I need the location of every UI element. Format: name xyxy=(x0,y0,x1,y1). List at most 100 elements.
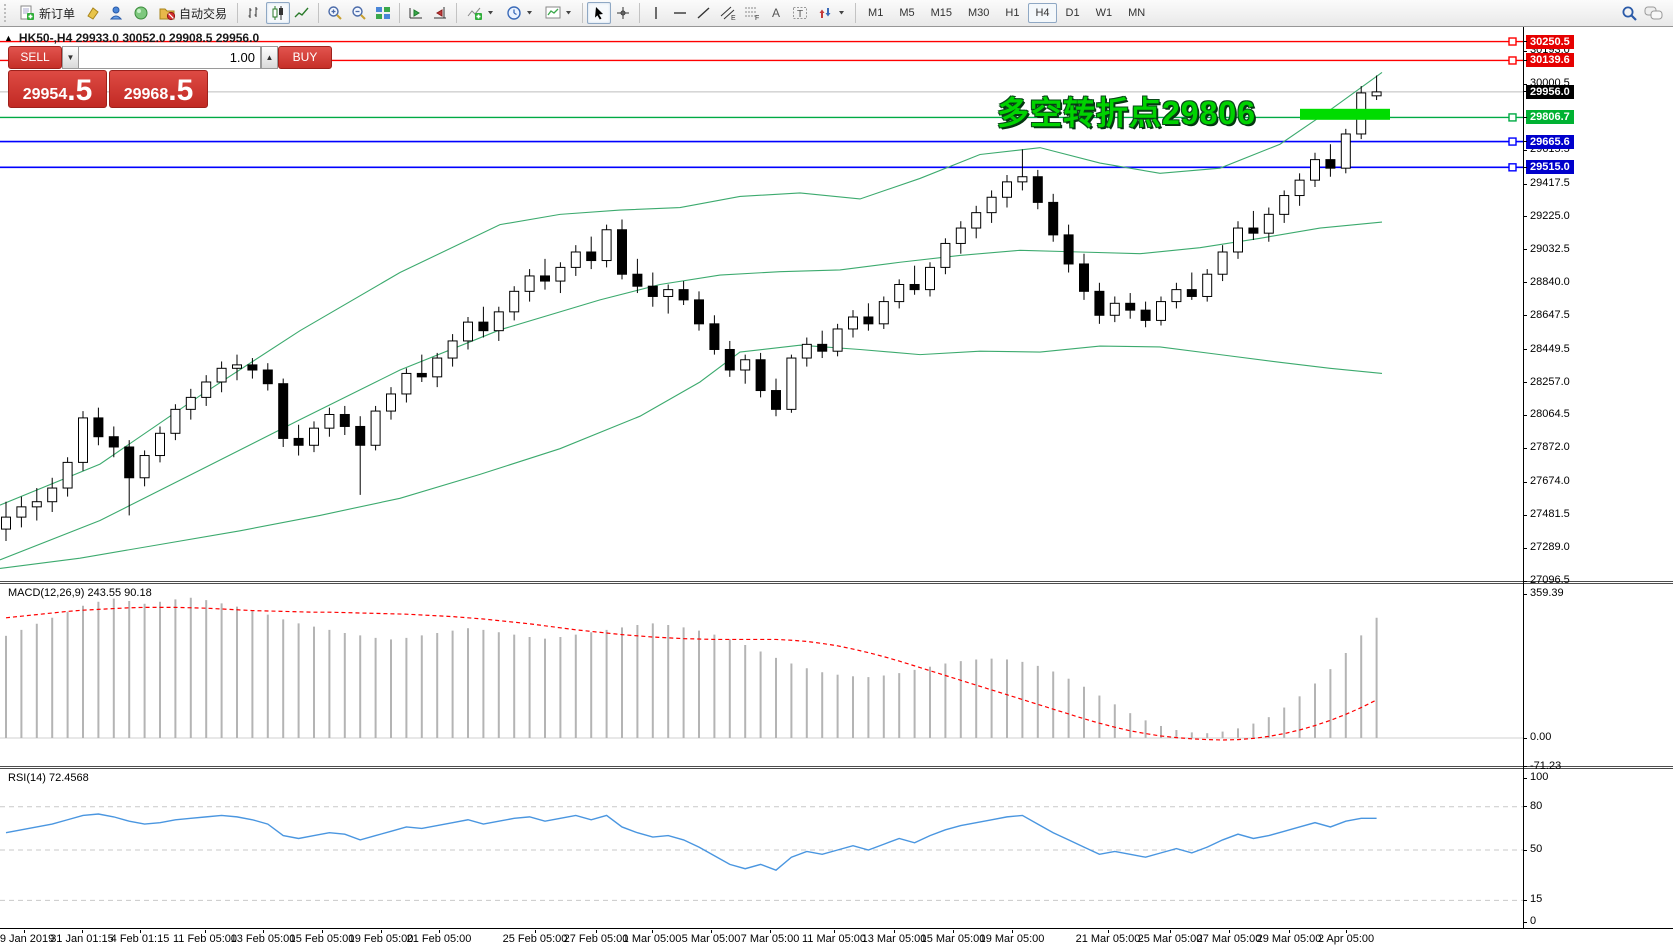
time-tick xyxy=(770,930,771,933)
main-chart-pane[interactable] xyxy=(0,27,1523,581)
time-tick-label: 29 Mar 05:00 xyxy=(1256,933,1322,945)
buy-button[interactable]: BUY xyxy=(278,46,332,69)
candlestick-chart-button[interactable] xyxy=(266,2,291,24)
tile-windows-button[interactable] xyxy=(371,2,395,24)
price-tick-label: 80 xyxy=(1530,799,1543,812)
price-tick-label: 15 xyxy=(1530,893,1543,906)
candlestick-icon xyxy=(272,6,284,20)
chat-bubbles-icon xyxy=(1644,6,1662,20)
text-icon: A xyxy=(772,6,780,20)
timeframe-m15[interactable]: M15 xyxy=(930,7,952,19)
trendline-button[interactable] xyxy=(692,2,716,24)
horizontal-line-button[interactable] xyxy=(668,2,692,24)
timeframe-m1[interactable]: M1 xyxy=(868,7,884,19)
price-tick-label: 30193.0 xyxy=(1530,44,1570,57)
vertical-line-button[interactable] xyxy=(644,2,668,24)
person-cloud-icon xyxy=(109,6,123,20)
time-tick xyxy=(381,930,382,933)
chat-button[interactable] xyxy=(1641,2,1665,24)
cursor-button[interactable] xyxy=(587,2,612,24)
rsi-indicator-label: RSI(14) 72.4568 xyxy=(8,772,89,784)
timeframe-d1[interactable]: D1 xyxy=(1065,7,1080,19)
auto-scroll-button[interactable] xyxy=(404,2,428,24)
time-tick-label: 2 Apr 05:00 xyxy=(1317,933,1375,945)
autotrading-button[interactable]: 自动交易 xyxy=(153,2,233,24)
price-tick-label: 27481.5 xyxy=(1530,508,1570,521)
pane-separator[interactable] xyxy=(0,766,1673,769)
price-tick-label: 28257.0 xyxy=(1530,375,1570,388)
time-tick xyxy=(1289,930,1290,933)
auto-scroll-icon xyxy=(409,8,423,19)
add-indicator-icon xyxy=(467,7,483,20)
chart-area: 30193.0 30000.5 29615.5 29417.5 29225.0 29032… xyxy=(0,27,1673,947)
arrows-icon xyxy=(819,8,831,18)
svg-text:F: F xyxy=(755,15,759,21)
bollinger-middle xyxy=(0,221,1383,561)
equidistant-channel-button[interactable]: E xyxy=(716,2,740,24)
ohlc-bars-icon xyxy=(248,7,258,18)
time-tick-label: 15 Mar 05:00 xyxy=(920,933,986,945)
price-level-badge: 30250.5 xyxy=(1526,34,1574,49)
timeframe-switcher: M1 M5 M15 M30 H1 H4 D1 W1 MN xyxy=(860,3,1153,23)
price-tick-label: 27096.5 xyxy=(1530,574,1570,586)
toolbar-separator xyxy=(399,3,401,23)
timeframe-h4[interactable]: H4 xyxy=(1028,3,1057,23)
time-tick xyxy=(711,930,712,933)
search-button[interactable] xyxy=(1617,2,1641,24)
time-tick-label: 25 Mar 05:00 xyxy=(1137,933,1203,945)
rsi-pane[interactable] xyxy=(0,769,1523,928)
new-order-button[interactable]: 新订单 xyxy=(13,2,81,24)
volume-input[interactable] xyxy=(79,46,261,69)
time-tick-label: 25 Feb 05:00 xyxy=(502,933,568,945)
indicators-button[interactable] xyxy=(461,2,500,24)
level-marker xyxy=(1508,113,1517,122)
sell-price-box[interactable]: 29954.5 xyxy=(8,70,107,108)
fibonacci-icon: F xyxy=(745,7,759,21)
cursor-icon xyxy=(595,7,604,20)
volume-spin-up-button[interactable]: ▲ xyxy=(261,46,278,69)
timeframe-h1[interactable]: H1 xyxy=(1005,7,1020,19)
price-tick-label: 100 xyxy=(1530,771,1549,783)
time-tick-label: 21 Mar 05:00 xyxy=(1075,933,1141,945)
line-chart-button[interactable] xyxy=(290,2,314,24)
strategy-tester-button[interactable] xyxy=(129,2,153,24)
time-tick-label: 1 Mar 05:00 xyxy=(622,933,682,945)
time-tick-label: 27 Mar 05:00 xyxy=(1196,933,1262,945)
zoom-in-button[interactable] xyxy=(323,2,347,24)
crosshair-icon xyxy=(617,7,630,19)
chevron-down-icon xyxy=(839,11,845,15)
toolbar-separator xyxy=(855,3,857,23)
macd-pane[interactable] xyxy=(0,584,1523,766)
volume-dropdown-button[interactable]: ▼ xyxy=(62,46,79,69)
periods-button[interactable] xyxy=(500,2,539,24)
price-tick-label: 28449.5 xyxy=(1530,342,1570,355)
time-tick-label: 15 Feb 05:00 xyxy=(289,933,355,945)
timeframe-w1[interactable]: W1 xyxy=(1095,7,1113,19)
fibonacci-button[interactable]: F xyxy=(740,2,764,24)
metaeditor-button[interactable] xyxy=(81,2,105,24)
pane-separator[interactable] xyxy=(0,581,1673,584)
zoom-out-button[interactable] xyxy=(347,2,371,24)
arrows-button[interactable] xyxy=(812,2,851,24)
text-button[interactable]: A xyxy=(764,2,788,24)
text-label-button[interactable]: T xyxy=(788,2,812,24)
market-watch-button[interactable] xyxy=(105,2,129,24)
sell-button[interactable]: SELL xyxy=(8,46,62,69)
toolbar-separator xyxy=(456,3,458,23)
crosshair-button[interactable] xyxy=(611,2,635,24)
time-tick-label: 11 Mar 05:00 xyxy=(801,933,867,945)
time-tick xyxy=(1346,930,1347,933)
time-tick-label: 19 Feb 05:00 xyxy=(348,933,414,945)
price-level-badge: 29665.6 xyxy=(1526,134,1574,149)
timeframe-mn[interactable]: MN xyxy=(1128,7,1146,19)
buy-price-box[interactable]: 29968.5 xyxy=(109,70,208,108)
templates-button[interactable] xyxy=(539,2,578,24)
timeframe-m5[interactable]: M5 xyxy=(899,7,915,19)
chart-shift-button[interactable] xyxy=(428,2,452,24)
time-tick-label: 13 Mar 05:00 xyxy=(861,933,927,945)
collapse-panel-icon[interactable]: ▲ xyxy=(4,33,13,43)
timeframe-m30[interactable]: M30 xyxy=(968,7,990,19)
line-chart-icon xyxy=(294,7,309,18)
bar-chart-button[interactable] xyxy=(242,2,266,24)
